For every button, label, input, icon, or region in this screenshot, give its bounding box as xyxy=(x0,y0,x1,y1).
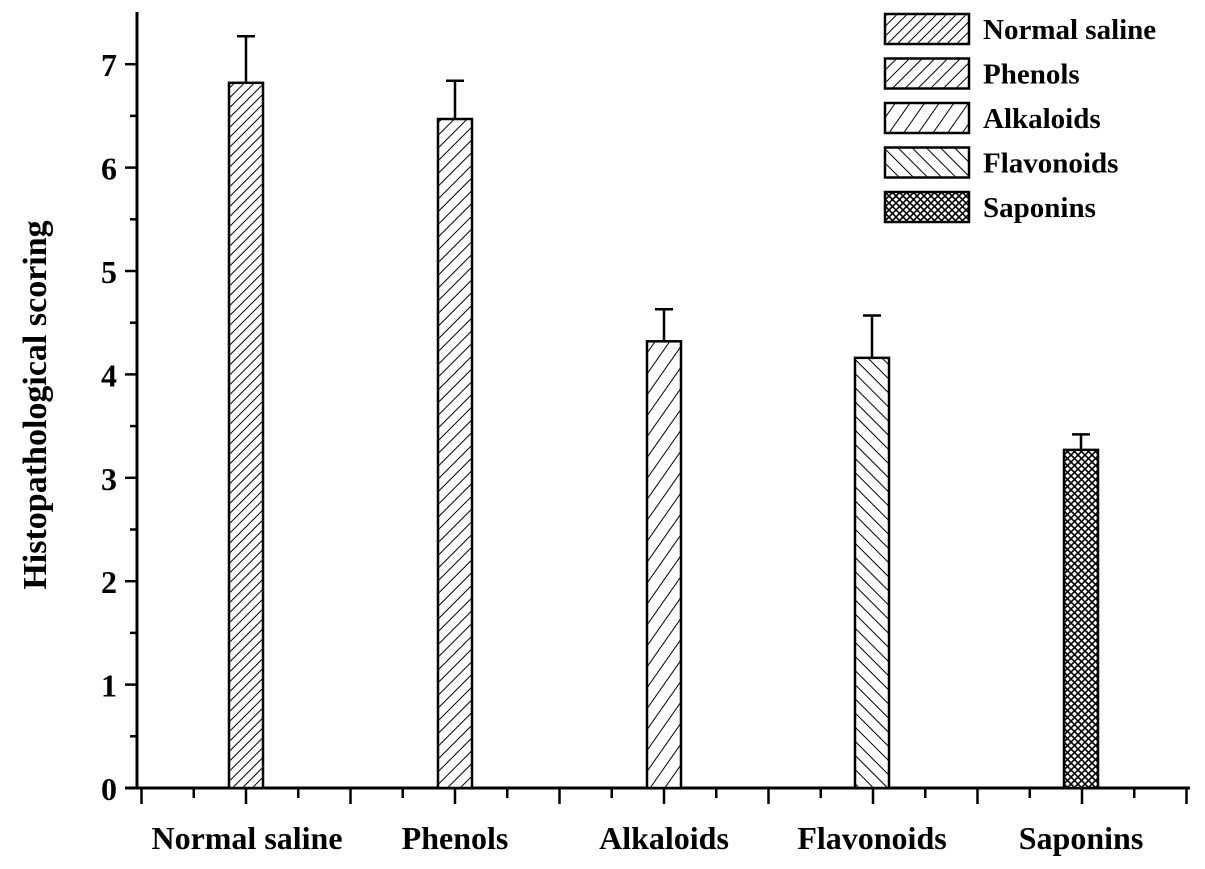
y-tick-label: 6 xyxy=(101,151,117,187)
y-tick-label: 5 xyxy=(101,254,117,290)
bar-flavonoids xyxy=(853,356,891,790)
x-tick-label: Phenols xyxy=(402,820,509,856)
legend-swatch xyxy=(883,190,971,224)
x-tick-label: Normal saline xyxy=(151,820,342,856)
y-tick-label: 2 xyxy=(101,564,117,600)
x-tick-label: Alkaloids xyxy=(599,820,729,856)
y-tick-label: 7 xyxy=(101,47,117,83)
bar-normal-saline xyxy=(227,81,265,790)
legend-label: Normal saline xyxy=(983,14,1156,46)
bar-phenols xyxy=(436,117,474,790)
legend: Normal saline Phenols Alkaloids Flavonoids S… xyxy=(883,12,1156,224)
bar-saponins xyxy=(1062,448,1100,790)
legend-swatch xyxy=(883,12,971,46)
y-tick-label: 3 xyxy=(101,461,117,497)
y-tick-label: 0 xyxy=(101,771,117,807)
legend-label: Flavonoids xyxy=(983,148,1118,180)
legend-label: Alkaloids xyxy=(983,103,1101,135)
x-tick-label: Flavonoids xyxy=(797,820,946,856)
legend-label: Saponins xyxy=(983,192,1096,224)
bars xyxy=(227,35,1100,790)
axes: 0 1 2 3 4 5 6 7 Normal saline Phenols Alkaloids Fla… xyxy=(101,12,1190,856)
y-tick-label: 4 xyxy=(101,357,117,393)
x-tick-label: Saponins xyxy=(1019,820,1144,856)
legend-label: Phenols xyxy=(983,59,1080,91)
bar-alkaloids xyxy=(645,340,683,790)
y-tick-label: 1 xyxy=(101,668,117,704)
legend-swatch xyxy=(883,146,971,179)
y-axis-label: Histopathological scoring xyxy=(17,220,54,589)
legend-swatch xyxy=(883,57,971,90)
legend-swatch xyxy=(883,101,971,135)
